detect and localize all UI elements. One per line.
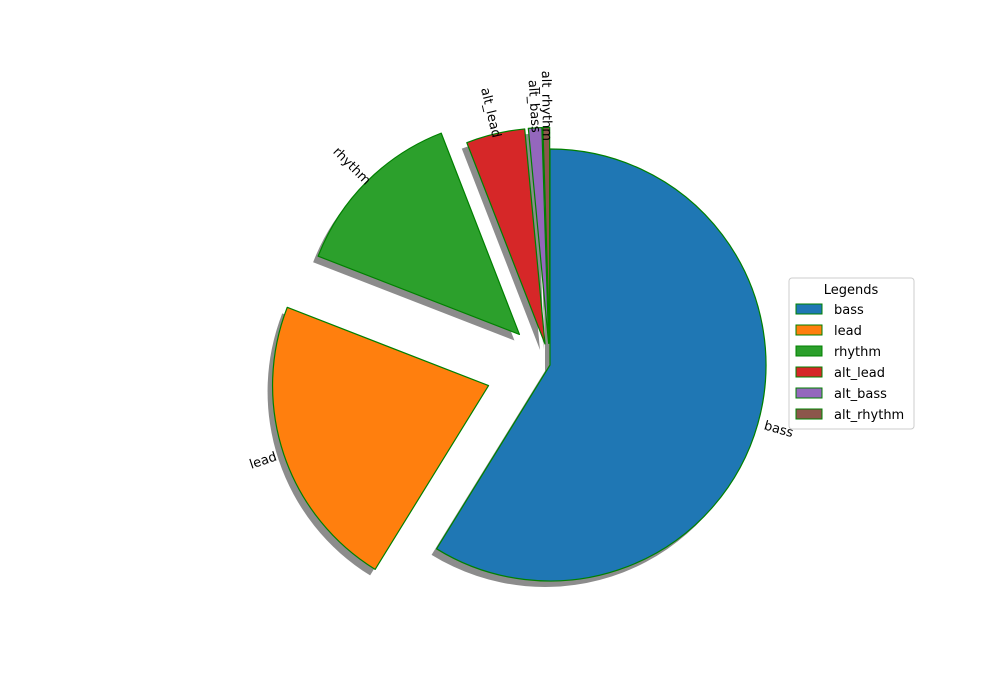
slice-label-alt-lead: alt_lead xyxy=(477,86,503,139)
legend-label-rhythm: rhythm xyxy=(834,345,881,360)
legend: Legends bass lead rhythm alt_lead alt_bassal… xyxy=(788,277,915,430)
legend-swatch-lead xyxy=(795,324,823,336)
slice-label-alt-bass: alt_bass xyxy=(525,79,543,133)
legend-label-alt-rhythm: alt_rhythm xyxy=(834,408,904,423)
slice-label-alt-rhythm: alt_rhythm xyxy=(538,71,554,141)
legend-label-alt-lead: alt_lead xyxy=(834,366,885,381)
pie-slices xyxy=(271,126,767,582)
legend-swatch-alt-rhythm xyxy=(795,408,823,420)
slice-alt-bass xyxy=(527,126,550,345)
slice-lead xyxy=(271,306,490,571)
legend-entries: bass lead rhythm alt_lead alt_bass alt_rhythm xyxy=(795,303,904,423)
slice-rhythm xyxy=(317,132,521,336)
legend-title: Legends xyxy=(824,283,879,298)
legend-label-lead: lead xyxy=(834,324,862,339)
slice-bass xyxy=(435,148,767,582)
legend-label-bass: bass xyxy=(834,303,864,318)
legend-swatch-alt-lead xyxy=(795,366,823,378)
legend-swatch-alt-bass xyxy=(795,387,823,399)
legend-swatch-bass xyxy=(795,303,823,315)
slice-alt-rhythm xyxy=(542,126,551,345)
legend-label-alt-bass: alt_bass xyxy=(834,387,887,402)
legend-swatch-rhythm xyxy=(795,345,823,357)
slice-alt-lead xyxy=(466,128,546,345)
slice-label-rhythm: rhythm xyxy=(330,145,374,189)
slice-label-lead: lead xyxy=(248,450,279,473)
